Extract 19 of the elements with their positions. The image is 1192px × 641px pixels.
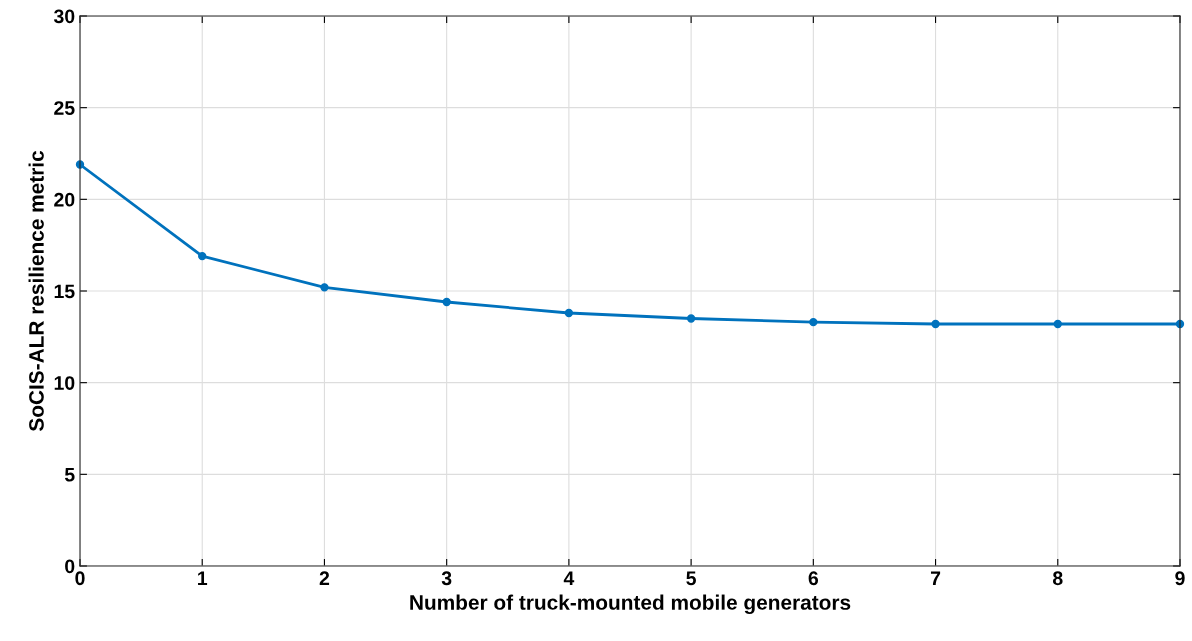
x-tick-label: 1 [198, 571, 208, 585]
x-tick-label: 0 [75, 571, 85, 586]
x-axis-title: Number of truck-mounted mobile generators [410, 594, 851, 615]
x-tick-label: 5 [686, 571, 696, 586]
y-tick-label: 5 [64, 468, 75, 482]
x-tick-label: 6 [808, 571, 819, 586]
x-tick-label: 9 [1175, 571, 1185, 586]
x-tick-label: 7 [930, 571, 941, 585]
y-tick-label: 30 [53, 9, 75, 24]
y-tick-label: 20 [54, 192, 75, 207]
y-tick-label: 25 [54, 101, 75, 115]
y-tick-label: 15 [54, 284, 75, 299]
x-tick-label: 4 [563, 571, 575, 585]
x-tick-label: 2 [319, 571, 330, 585]
y-tick-label: 0 [65, 559, 75, 574]
y-tick-label: 10 [54, 376, 75, 390]
y-axis-title: SoCIS-ALR resilience metric [28, 150, 44, 432]
x-tick-label: 3 [441, 571, 452, 586]
x-tick-label: 8 [1052, 571, 1063, 586]
